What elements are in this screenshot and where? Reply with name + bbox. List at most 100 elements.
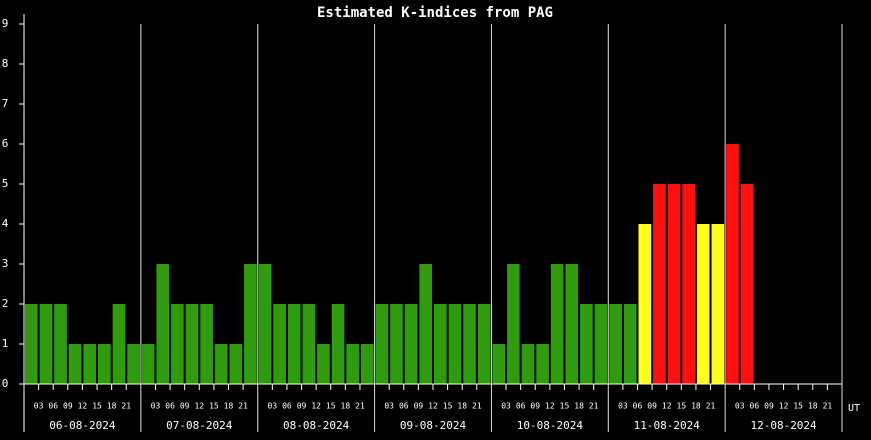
hour-label: 12 xyxy=(194,402,204,411)
hour-label: 03 xyxy=(151,402,161,411)
hour-label: 15 xyxy=(92,402,102,411)
hour-label: 06 xyxy=(48,402,58,411)
hour-label: 03 xyxy=(501,402,511,411)
bar xyxy=(39,304,53,384)
bar xyxy=(390,304,403,384)
bar xyxy=(448,304,462,384)
hour-label: 06 xyxy=(633,402,643,411)
y-tick-label: 3 xyxy=(2,257,9,270)
hour-label: 12 xyxy=(78,402,88,411)
hour-label: 18 xyxy=(341,402,351,411)
bar xyxy=(623,304,637,384)
hour-label: 15 xyxy=(326,402,336,411)
bar xyxy=(229,344,243,384)
hour-label: 18 xyxy=(457,402,467,411)
y-tick-label: 9 xyxy=(2,17,9,30)
bar xyxy=(185,304,199,384)
day-label: 06-08-2024 xyxy=(49,419,116,432)
bar xyxy=(258,264,272,384)
bar xyxy=(360,344,374,384)
y-tick-label: 8 xyxy=(2,57,9,70)
bar xyxy=(214,344,228,384)
hour-label: 09 xyxy=(647,402,657,411)
hour-label: 09 xyxy=(530,402,540,411)
hour-label: 15 xyxy=(793,402,803,411)
bar xyxy=(141,344,155,384)
bar xyxy=(609,304,622,384)
hour-label: 09 xyxy=(414,402,424,411)
y-tick-label: 4 xyxy=(2,217,9,230)
hour-label: 12 xyxy=(311,402,321,411)
hour-label: 09 xyxy=(764,402,774,411)
hour-label: 03 xyxy=(384,402,394,411)
bar xyxy=(550,264,564,384)
bar xyxy=(667,184,681,384)
hour-label: 21 xyxy=(823,402,833,411)
hour-label: 15 xyxy=(677,402,687,411)
hour-label: 18 xyxy=(808,402,818,411)
bar xyxy=(653,184,666,384)
hour-label: 06 xyxy=(399,402,409,411)
bar xyxy=(171,304,184,384)
day-label: 10-08-2024 xyxy=(517,419,584,432)
bar xyxy=(492,344,506,384)
bar xyxy=(375,304,389,384)
bar xyxy=(404,304,418,384)
bar xyxy=(83,344,97,384)
day-label: 07-08-2024 xyxy=(166,419,233,432)
bar xyxy=(273,304,286,384)
bar xyxy=(682,184,695,384)
bar xyxy=(287,304,301,384)
bar xyxy=(25,304,38,384)
day-label: 11-08-2024 xyxy=(634,419,701,432)
y-tick-label: 5 xyxy=(2,177,9,190)
hour-label: 21 xyxy=(706,402,716,411)
bar xyxy=(696,224,710,384)
chart-title: Estimated K-indices from PAG xyxy=(317,5,553,21)
bar xyxy=(98,344,111,384)
hour-label: 12 xyxy=(428,402,438,411)
bar xyxy=(68,344,82,384)
bar xyxy=(507,264,520,384)
hour-label: 12 xyxy=(779,402,789,411)
bar xyxy=(317,344,330,384)
hour-label: 06 xyxy=(516,402,526,411)
bar xyxy=(346,344,359,384)
bar xyxy=(112,304,126,384)
hour-label: 03 xyxy=(268,402,278,411)
hour-label: 03 xyxy=(34,402,44,411)
bar xyxy=(711,224,725,384)
bar xyxy=(536,344,549,384)
hour-label: 06 xyxy=(750,402,760,411)
hour-label: 15 xyxy=(443,402,453,411)
hour-label: 09 xyxy=(180,402,190,411)
bar xyxy=(594,304,608,384)
bar xyxy=(521,344,535,384)
y-tick-label: 6 xyxy=(2,137,9,150)
hour-label: 18 xyxy=(574,402,584,411)
hour-label: 06 xyxy=(165,402,175,411)
y-tick-label: 7 xyxy=(2,97,9,110)
bar xyxy=(200,304,213,384)
hour-label: 21 xyxy=(355,402,365,411)
day-label: 09-08-2024 xyxy=(400,419,467,432)
bar xyxy=(565,264,579,384)
hour-label: 21 xyxy=(472,402,482,411)
bar xyxy=(302,304,316,384)
bar xyxy=(331,304,345,384)
hour-label: 09 xyxy=(297,402,307,411)
bar xyxy=(54,304,67,384)
hour-label: 15 xyxy=(209,402,219,411)
bar xyxy=(419,264,432,384)
bar xyxy=(580,304,593,384)
hour-label: 21 xyxy=(121,402,131,411)
bar xyxy=(463,304,476,384)
hour-label: 12 xyxy=(545,402,555,411)
hour-label: 18 xyxy=(107,402,117,411)
y-tick-label: 0 xyxy=(2,377,9,390)
hour-label: 18 xyxy=(691,402,701,411)
y-tick-label: 1 xyxy=(2,337,9,350)
hour-label: 21 xyxy=(238,402,248,411)
hour-label: 06 xyxy=(282,402,292,411)
bar xyxy=(156,264,170,384)
